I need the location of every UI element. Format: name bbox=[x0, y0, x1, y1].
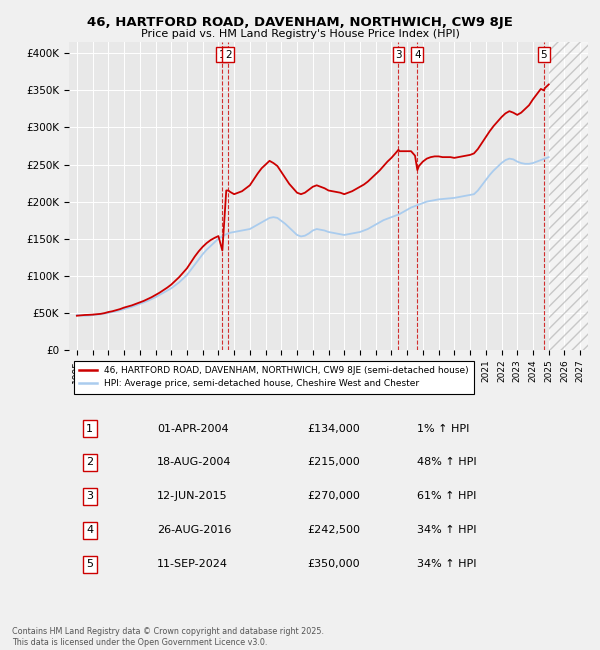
Text: 01-APR-2004: 01-APR-2004 bbox=[157, 424, 229, 434]
Text: 2: 2 bbox=[86, 458, 94, 467]
Text: 12-JUN-2015: 12-JUN-2015 bbox=[157, 491, 228, 501]
Text: 3: 3 bbox=[395, 49, 402, 60]
Text: 46, HARTFORD ROAD, DAVENHAM, NORTHWICH, CW9 8JE: 46, HARTFORD ROAD, DAVENHAM, NORTHWICH, … bbox=[87, 16, 513, 29]
Text: Contains HM Land Registry data © Crown copyright and database right 2025.
This d: Contains HM Land Registry data © Crown c… bbox=[12, 627, 324, 647]
Text: 48% ↑ HPI: 48% ↑ HPI bbox=[417, 458, 476, 467]
Text: £242,500: £242,500 bbox=[308, 525, 361, 536]
Text: 11-SEP-2024: 11-SEP-2024 bbox=[157, 560, 228, 569]
Text: 4: 4 bbox=[86, 525, 94, 536]
Text: 3: 3 bbox=[86, 491, 93, 501]
Text: 34% ↑ HPI: 34% ↑ HPI bbox=[417, 525, 476, 536]
Bar bbox=[548, 42, 588, 350]
Bar bbox=[548, 42, 588, 350]
Text: Price paid vs. HM Land Registry's House Price Index (HPI): Price paid vs. HM Land Registry's House … bbox=[140, 29, 460, 39]
Text: £350,000: £350,000 bbox=[308, 560, 361, 569]
Text: 4: 4 bbox=[414, 49, 421, 60]
Text: 5: 5 bbox=[541, 49, 547, 60]
Text: £134,000: £134,000 bbox=[308, 424, 361, 434]
Text: 26-AUG-2016: 26-AUG-2016 bbox=[157, 525, 232, 536]
Text: £215,000: £215,000 bbox=[308, 458, 361, 467]
Text: £270,000: £270,000 bbox=[308, 491, 361, 501]
Text: 2: 2 bbox=[225, 49, 232, 60]
Text: 18-AUG-2004: 18-AUG-2004 bbox=[157, 458, 232, 467]
Text: 1: 1 bbox=[219, 49, 226, 60]
Text: 5: 5 bbox=[86, 560, 93, 569]
Text: 61% ↑ HPI: 61% ↑ HPI bbox=[417, 491, 476, 501]
Text: 34% ↑ HPI: 34% ↑ HPI bbox=[417, 560, 476, 569]
Legend: 46, HARTFORD ROAD, DAVENHAM, NORTHWICH, CW9 8JE (semi-detached house), HPI: Aver: 46, HARTFORD ROAD, DAVENHAM, NORTHWICH, … bbox=[74, 361, 474, 393]
Text: 1: 1 bbox=[86, 424, 93, 434]
Text: 1% ↑ HPI: 1% ↑ HPI bbox=[417, 424, 469, 434]
